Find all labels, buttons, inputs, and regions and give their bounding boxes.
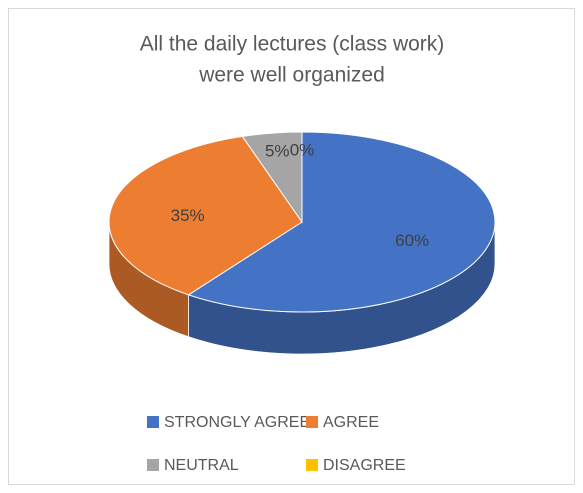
legend-label: DISAGREE — [323, 457, 406, 474]
legend-swatch — [147, 416, 159, 428]
data-label: 35% — [171, 206, 205, 225]
legend-swatch — [306, 459, 318, 471]
data-label: 60% — [395, 231, 429, 250]
legend-label: STRONGLY AGREE — [164, 414, 310, 431]
data-label: 0% — [290, 141, 315, 160]
pie-slice — [187, 131, 496, 313]
chart-title: All the daily lectures (class work) — [140, 33, 445, 56]
legend-swatch — [306, 416, 318, 428]
chart-title: were well organized — [198, 64, 385, 87]
data-label: 5% — [265, 142, 290, 161]
legend-swatch — [147, 459, 159, 471]
legend-label: NEUTRAL — [164, 457, 239, 474]
pie-slice — [108, 135, 303, 296]
legend-label: AGREE — [323, 414, 379, 431]
